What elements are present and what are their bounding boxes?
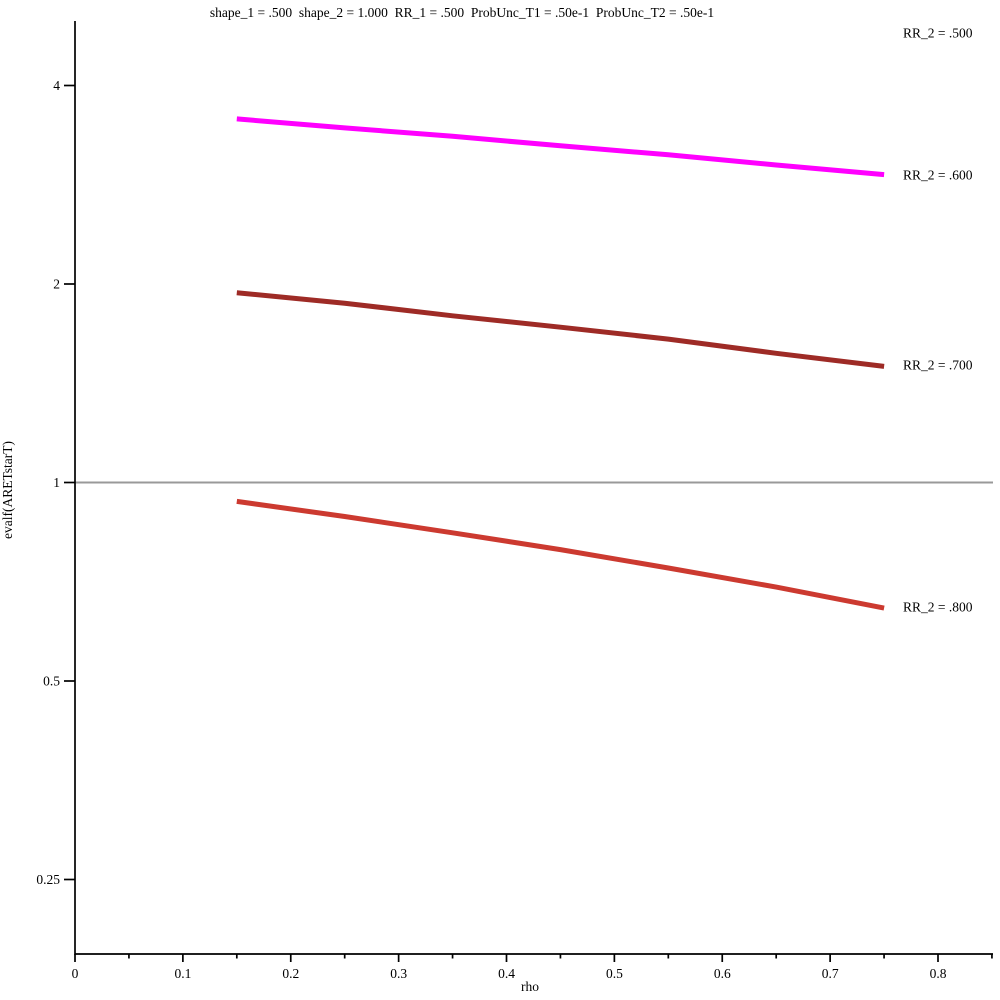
axes [74, 21, 993, 955]
curve-2600 [236, 116, 885, 178]
curve-label: RR_2 = .600 [903, 168, 973, 183]
y-tick-label: 0.25 [36, 872, 60, 887]
y-tick-label: 0.5 [43, 674, 60, 689]
curve-label: RR_2 = .500 [903, 26, 973, 41]
x-tick-label: 0.4 [498, 966, 515, 981]
x-tick-label: 0.3 [390, 966, 407, 981]
x-tick-label: 0.6 [714, 966, 731, 981]
y-tick-label: 1 [53, 475, 60, 490]
chart-title: shape_1 = .500 shape_2 = 1.000 RR_1 = .5… [209, 5, 715, 20]
x-tick-label: 0.1 [174, 966, 191, 981]
y-tick-label: 2 [53, 277, 60, 292]
curve-label: RR_2 = .800 [903, 600, 973, 615]
x-tick-label: 0 [72, 966, 79, 981]
x-tick-label: 0.2 [282, 966, 299, 981]
x-tick-label: 0.8 [930, 966, 947, 981]
x-tick-label: 0.7 [822, 966, 839, 981]
curve-label: RR_2 = .700 [903, 358, 973, 373]
y-tick-label: 4 [53, 78, 60, 93]
curve-2800 [236, 498, 885, 611]
x-axis-label: rho [521, 979, 539, 994]
curve-2700 [236, 290, 885, 369]
x-tick-label: 0.5 [606, 966, 623, 981]
y-axis-label: evalf(ARETstarT) [0, 441, 15, 539]
